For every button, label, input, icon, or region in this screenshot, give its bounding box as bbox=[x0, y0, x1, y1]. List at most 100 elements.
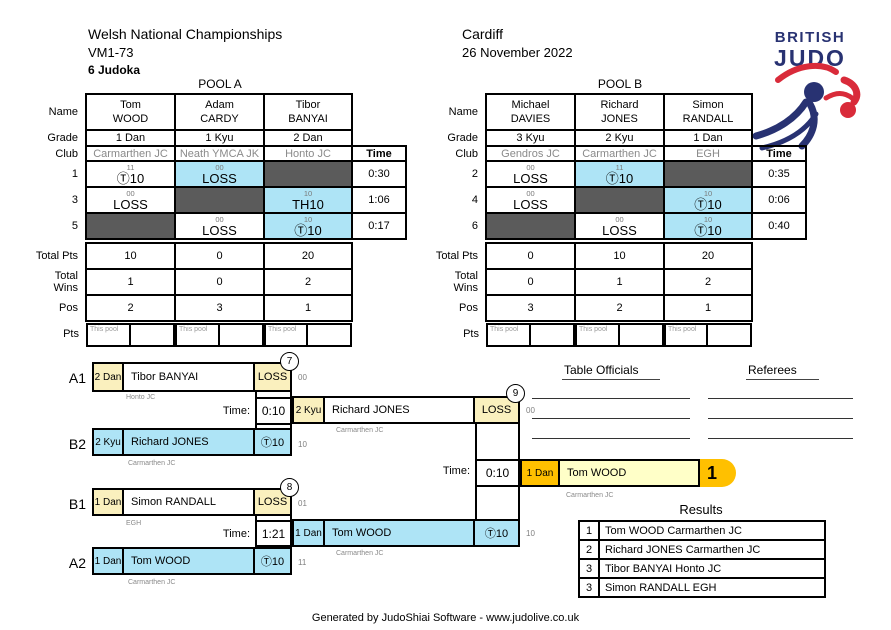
match-number-circle: 7 bbox=[280, 352, 299, 371]
pool-match-cell-unused bbox=[485, 212, 576, 240]
pool-match-cell: 11 Ⓣ10 bbox=[85, 160, 176, 188]
match-score: 11 bbox=[126, 163, 135, 172]
bracket-row-final-bottom: 1 Dan Tom WOOD Ⓣ10 bbox=[292, 519, 520, 547]
pts-empty-box bbox=[530, 322, 575, 347]
slot-label-b2: B2 bbox=[68, 436, 86, 452]
signature-line bbox=[708, 438, 853, 439]
competitor-name-box: Tom WOOD bbox=[325, 519, 475, 547]
row-label-total-wins: Total Wins bbox=[53, 270, 78, 294]
player-grade: 3 Kyu bbox=[485, 129, 576, 147]
bracket-row-winner: 1 Dan Tom WOOD bbox=[520, 459, 700, 487]
bracket-club: Honto JC bbox=[126, 394, 156, 401]
total-pts-value: 10 bbox=[574, 242, 665, 270]
result-entry: Tom WOOD Carmarthen JC bbox=[598, 520, 826, 541]
total-pts-value: 0 bbox=[174, 242, 265, 270]
result-entry: Richard JONES Carmarthen JC bbox=[598, 539, 826, 560]
grade-box: 1 Dan bbox=[520, 459, 560, 487]
pool-match-cell: 00 LOSS bbox=[174, 212, 265, 240]
slot-label-a2: A2 bbox=[68, 555, 86, 571]
match-number: 5 bbox=[71, 220, 78, 232]
signature-line bbox=[532, 438, 690, 439]
signature-line bbox=[532, 418, 690, 419]
position-value: 2 bbox=[574, 294, 665, 322]
pts-empty-box bbox=[130, 322, 175, 347]
bracket-row-sf1-top: 2 Dan Tibor BANYAI LOSS bbox=[92, 362, 292, 392]
result-place: 2 bbox=[578, 539, 600, 560]
player-name-cell: Michael DAVIES bbox=[485, 93, 576, 131]
match-time: 0:30 bbox=[351, 160, 407, 188]
match-score: 10 bbox=[703, 215, 713, 224]
result-place: 3 bbox=[578, 577, 600, 598]
pool-b-table: Name Michael DAVIES Richard JONES Simon … bbox=[432, 93, 807, 347]
position-value: 3 bbox=[485, 294, 576, 322]
player-club: Honto JC bbox=[263, 145, 353, 162]
player-club: Carmarthen JC bbox=[85, 145, 176, 162]
player-last: RANDALL bbox=[682, 113, 734, 125]
player-name-cell: Adam CARDY bbox=[174, 93, 265, 131]
match-time: 0:35 bbox=[751, 160, 807, 188]
pool-match-cell-unused bbox=[263, 160, 353, 188]
row-label-total-pts: Total Pts bbox=[35, 250, 78, 262]
row-label-club: Club bbox=[455, 147, 478, 160]
bracket-score: 00 bbox=[526, 406, 535, 415]
player-last: BANYAI bbox=[288, 113, 328, 125]
match-number: 3 bbox=[71, 194, 78, 206]
venue-label: Cardiff bbox=[462, 26, 503, 42]
pool-match-cell: 10 Ⓣ10 bbox=[663, 186, 753, 214]
match-number: 6 bbox=[471, 220, 478, 232]
player-club: Neath YMCA JK bbox=[174, 145, 265, 162]
this-pool-box: This pool bbox=[664, 322, 708, 347]
grade-box: 1 Dan bbox=[292, 519, 325, 547]
bracket-club: EGH bbox=[126, 520, 142, 527]
match-time: 0:06 bbox=[751, 186, 807, 214]
result-entry: Tibor BANYAI Honto JC bbox=[598, 558, 826, 579]
competitor-name-box: Tom WOOD bbox=[124, 547, 255, 575]
british-judo-logo: BRITISH JUDO bbox=[760, 30, 860, 70]
match-number-circle: 9 bbox=[506, 384, 525, 403]
results-row: 3 Tibor BANYAI Honto JC bbox=[578, 558, 826, 579]
bracket-score: 10 bbox=[526, 529, 535, 538]
match-result: LOSS bbox=[113, 197, 148, 212]
position-value: 1 bbox=[663, 294, 753, 322]
pool-match-cell-unused bbox=[663, 160, 753, 188]
pts-cell: This pool bbox=[486, 321, 575, 347]
pts-cell: This pool bbox=[175, 321, 264, 347]
result-box: LOSS bbox=[475, 396, 520, 424]
total-pts-value: 20 bbox=[663, 242, 753, 270]
match-number: 2 bbox=[471, 168, 478, 180]
bracket-club: Carmarthen JC bbox=[336, 427, 384, 434]
match-score: 00 bbox=[126, 189, 135, 198]
pts-cell: This pool bbox=[86, 321, 175, 347]
pool-match-cell-unused bbox=[574, 186, 665, 214]
row-label-pts: Pts bbox=[63, 328, 79, 340]
row-label-total-wins: Total Wins bbox=[453, 270, 478, 294]
pool-a-title: POOL A bbox=[198, 77, 242, 91]
signature-line bbox=[708, 398, 853, 399]
match-time: 1:06 bbox=[351, 186, 407, 214]
match-result: LOSS bbox=[513, 171, 548, 186]
match-number: 1 bbox=[71, 168, 78, 180]
grade-box: 2 Kyu bbox=[292, 396, 325, 424]
player-club: Gendros JC bbox=[485, 145, 576, 162]
bracket-club: Carmarthen JC bbox=[128, 579, 176, 586]
pts-empty-box bbox=[308, 322, 352, 347]
bracket-row-sf1-bottom: 2 Kyu Richard JONES Ⓣ10 bbox=[92, 428, 292, 456]
total-wins-value: 0 bbox=[174, 268, 265, 296]
pool-match-cell: 00 LOSS bbox=[485, 186, 576, 214]
match-result: TH10 bbox=[292, 197, 324, 212]
pts-empty-box bbox=[619, 322, 664, 347]
competitor-name-box: Simon RANDALL bbox=[124, 488, 255, 516]
this-pool-box: This pool bbox=[264, 322, 308, 347]
total-pts-value: 20 bbox=[263, 242, 353, 270]
bracket-score: 11 bbox=[298, 558, 307, 567]
this-pool-box: This pool bbox=[86, 322, 131, 347]
pool-match-cell: 11 Ⓣ10 bbox=[574, 160, 665, 188]
total-wins-value: 2 bbox=[663, 268, 753, 296]
bracket-club: Carmarthen JC bbox=[336, 550, 384, 557]
player-name-cell: Richard JONES bbox=[574, 93, 665, 131]
this-pool-box: This pool bbox=[175, 322, 220, 347]
slot-label-a1: A1 bbox=[68, 370, 86, 386]
position-value: 3 bbox=[174, 294, 265, 322]
results-row: 3 Simon RANDALL EGH bbox=[578, 577, 826, 598]
grade-box: 1 Dan bbox=[92, 488, 124, 516]
